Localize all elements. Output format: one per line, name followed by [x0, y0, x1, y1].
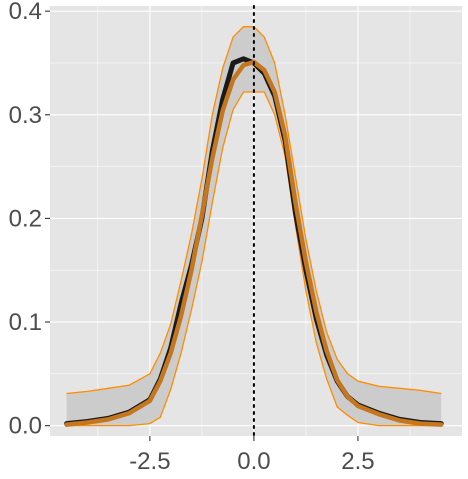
y-tick-label: 0.1	[9, 309, 42, 336]
axis-ticks	[45, 10, 359, 441]
x-tick-label: 2.5	[341, 448, 374, 475]
y-tick-label: 0.0	[9, 413, 42, 440]
x-tick-label: 0.0	[237, 448, 270, 475]
y-tick-label: 0.2	[9, 205, 42, 232]
x-tick-label: -2.5	[129, 448, 170, 475]
y-tick-label: 0.3	[9, 102, 42, 129]
y-axis-tick-labels: 0.0 0.1 0.2 0.3 0.4	[9, 0, 42, 440]
y-tick-label: 0.4	[9, 0, 42, 25]
x-axis-tick-labels: -2.5 0.0 2.5	[129, 448, 374, 475]
